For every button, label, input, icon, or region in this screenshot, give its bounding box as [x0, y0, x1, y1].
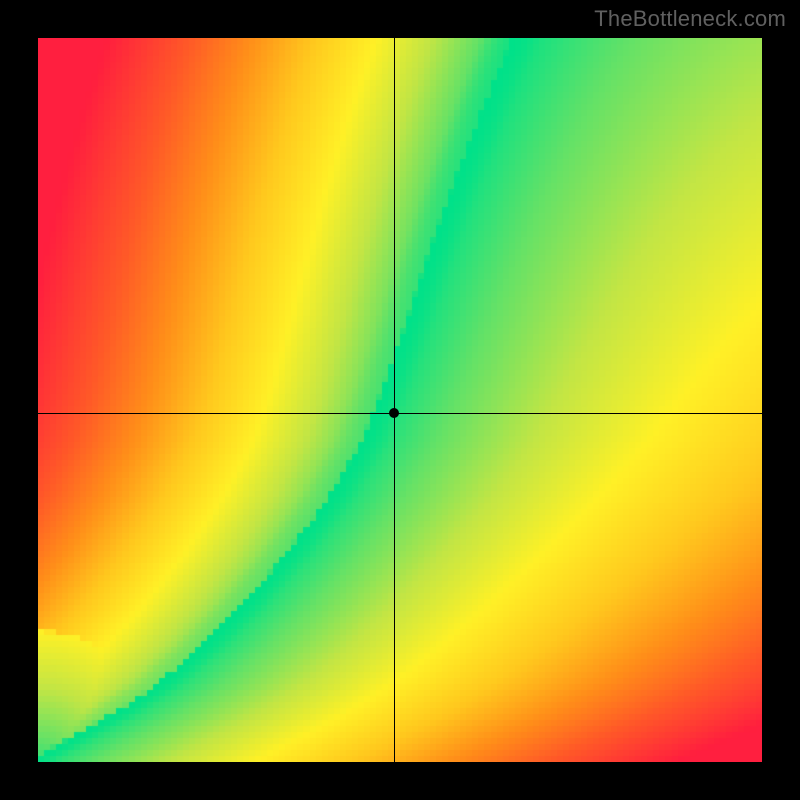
watermark-text: TheBottleneck.com [594, 6, 786, 32]
crosshair-vertical [394, 38, 395, 762]
marker-point [389, 408, 399, 418]
crosshair-horizontal [38, 413, 762, 414]
figure-root: TheBottleneck.com [0, 0, 800, 800]
heatmap-canvas [38, 38, 762, 762]
